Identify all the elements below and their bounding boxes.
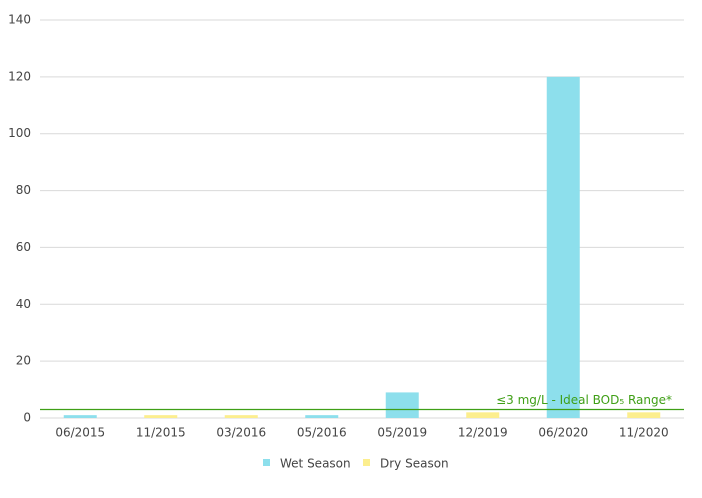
y-tick-label: 80 — [16, 183, 31, 197]
x-tick-label: 06/2015 — [55, 426, 105, 440]
bar — [466, 412, 500, 418]
bar — [305, 415, 339, 418]
y-tick-label: 20 — [16, 354, 31, 368]
legend-label: Wet Season — [280, 457, 351, 471]
bar — [144, 415, 178, 418]
y-tick-label: 100 — [8, 126, 31, 140]
x-tick-label: 05/2019 — [377, 426, 427, 440]
x-tick-label: 12/2019 — [458, 426, 508, 440]
x-tick-label: 05/2016 — [297, 426, 347, 440]
x-tick-label: 03/2016 — [216, 426, 266, 440]
legend-swatch — [363, 459, 370, 466]
x-tick-label: 06/2020 — [538, 426, 588, 440]
bar — [63, 415, 97, 418]
bar — [627, 412, 661, 418]
legend-swatch — [263, 459, 270, 466]
y-tick-label: 40 — [16, 297, 31, 311]
y-tick-label: 140 — [8, 13, 31, 27]
bar — [385, 392, 419, 418]
x-tick-label: 11/2015 — [136, 426, 186, 440]
bar — [546, 76, 580, 418]
legend-label: Dry Season — [380, 457, 449, 471]
y-tick-label: 60 — [16, 240, 31, 254]
x-tick-label: 11/2020 — [619, 426, 669, 440]
y-tick-label: 120 — [8, 69, 31, 83]
bar — [224, 415, 258, 418]
y-tick-label: 0 — [23, 411, 31, 425]
reference-label: ≤3 mg/L - Ideal BOD₅ Range* — [496, 393, 672, 407]
